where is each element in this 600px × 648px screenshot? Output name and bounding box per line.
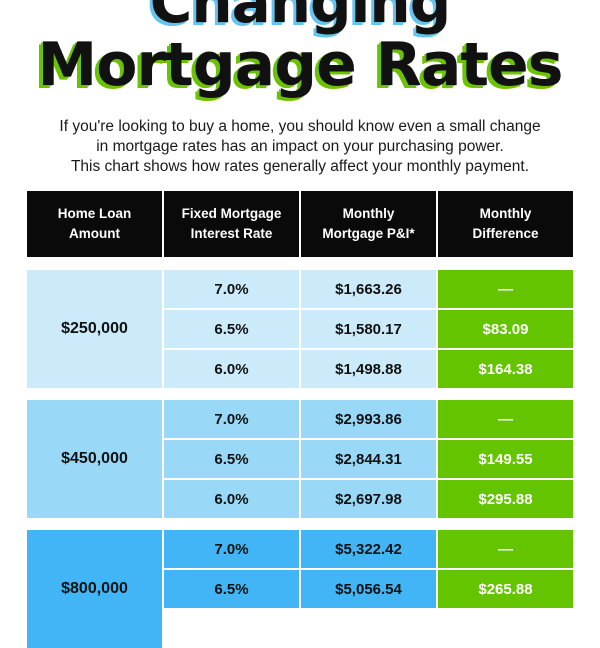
interest-rate-cell: 6.0% (164, 350, 299, 388)
monthly-payment-cell: $2,993.86 (301, 400, 436, 438)
loan-amount-cell: $450,000 (27, 400, 162, 518)
intro-line: in mortgage rates has an impact on your … (96, 138, 504, 155)
title-line-1: Changing (149, 0, 452, 36)
column-header-line: Monthly (342, 206, 395, 221)
monthly-difference-cell: $164.38 (438, 350, 573, 388)
monthly-difference-cell: — (438, 530, 573, 568)
column-header-line: Mortgage P&I* (322, 226, 415, 241)
monthly-payment-cell: $1,580.17 (301, 310, 436, 348)
interest-rate-cell: 7.0% (164, 400, 299, 438)
intro-line: If you're looking to buy a home, you sho… (59, 118, 541, 135)
column-header: Monthly Difference (438, 191, 573, 257)
interest-rate-cell: 6.5% (164, 570, 299, 608)
interest-rate-cell: 7.0% (164, 270, 299, 308)
monthly-payment-cell: $5,322.42 (301, 530, 436, 568)
interest-rate-cell: 6.0% (164, 480, 299, 518)
loan-amount-cell: $800,000 (27, 530, 162, 648)
column-header-line: Monthly (479, 206, 532, 221)
monthly-difference-cell: $149.55 (438, 440, 573, 478)
column-header-line: Difference (472, 226, 539, 241)
monthly-difference-cell: — (438, 400, 573, 438)
loan-amount-cell: $250,000 (27, 270, 162, 388)
interest-rate-cell: 7.0% (164, 530, 299, 568)
column-header: Monthly Mortgage P&I* (301, 191, 436, 257)
intro-line: This chart shows how rates generally aff… (70, 158, 530, 175)
intro-text: If you're looking to buy a home, you sho… (20, 117, 580, 177)
monthly-payment-cell: $2,697.98 (301, 480, 436, 518)
monthly-payment-cell: $2,844.31 (301, 440, 436, 478)
monthly-payment-cell: $5,056.54 (301, 570, 436, 608)
page-title: Mortgage Rates (37, 30, 564, 100)
column-header-line: Amount (69, 226, 120, 241)
monthly-difference-cell: $265.88 (438, 570, 573, 608)
monthly-payment-cell: $1,663.26 (301, 270, 436, 308)
column-header-line: Interest Rate (190, 226, 273, 241)
column-header: Home Loan Amount (27, 191, 162, 257)
interest-rate-cell: 6.5% (164, 440, 299, 478)
column-header-line: Home Loan (57, 206, 132, 221)
interest-rate-cell: 6.5% (164, 310, 299, 348)
monthly-difference-cell: — (438, 270, 573, 308)
monthly-payment-cell: $1,498.88 (301, 350, 436, 388)
monthly-difference-cell: $295.88 (438, 480, 573, 518)
column-header: Fixed Mortgage Interest Rate (164, 191, 299, 257)
monthly-difference-cell: $83.09 (438, 310, 573, 348)
column-header-line: Fixed Mortgage (181, 206, 282, 221)
